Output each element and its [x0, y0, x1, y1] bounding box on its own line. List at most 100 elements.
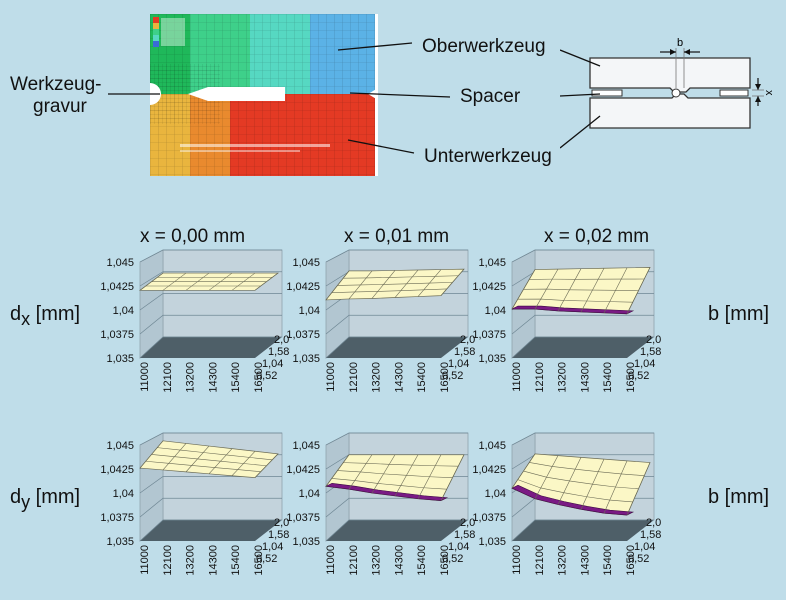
panel-gridline — [325, 519, 468, 542]
surface-mesh-line — [331, 478, 447, 490]
b-tick-label: 2,0 — [274, 517, 289, 529]
b-tick-label: 1,04 — [448, 541, 469, 553]
x-tick-label: 15400 — [416, 545, 428, 576]
x-tick-label: 15400 — [602, 545, 614, 576]
z-tick-label: 1,0425 — [472, 464, 506, 476]
x-tick-label: 13200 — [557, 545, 569, 576]
z-tick-label: 1,0375 — [472, 329, 506, 341]
row-label-dx-main: d — [10, 303, 22, 325]
schematic-dim-x: x — [763, 90, 775, 96]
label-unterwerkzeug: Unterwerkzeug — [424, 146, 552, 167]
panel-gridline — [139, 432, 282, 446]
x-tick-label: 16500 — [625, 362, 637, 393]
panel-floor — [512, 337, 654, 358]
leader-lines — [108, 42, 451, 154]
x-tick-label: 14300 — [579, 545, 591, 576]
z-tick-label: 1,035 — [106, 536, 134, 548]
axis-label-b-top: b [mm] — [708, 303, 770, 325]
b-tick-label: 1,04 — [262, 358, 283, 370]
x-tick-label: 11000 — [511, 362, 523, 392]
surface-panel-5: 1,045 1,0425 1,04 1,0375 1,035 11000 12100 1320… — [286, 432, 475, 576]
z-tick-label: 1,0425 — [286, 464, 320, 476]
surface-mesh-line — [331, 288, 447, 293]
x-tick-label: 13200 — [557, 362, 569, 393]
z-tick-label: 1,035 — [478, 353, 506, 365]
axis-label-b-bottom: b [mm] — [708, 486, 770, 508]
b-tick-label: 0,52 — [442, 370, 463, 382]
row-label-dx-sub: x — [21, 309, 31, 329]
panel-floor — [140, 337, 282, 358]
panel-gridline — [139, 293, 282, 311]
column-title-2: x = 0,01 mm — [344, 226, 450, 247]
surface-mesh-line — [337, 282, 453, 286]
row-label-dy-sub: y — [21, 492, 31, 512]
b-tick-label: 1,04 — [634, 358, 655, 370]
label-werkzeuggravur-line1: Werkzeug- — [10, 74, 102, 95]
z-tick-label: 1,045 — [292, 440, 320, 452]
z-tick-label: 1,0425 — [472, 281, 506, 293]
surface-mesh-line — [145, 460, 261, 472]
x-tick-label: 16500 — [625, 545, 637, 576]
surface-mesh-line — [157, 447, 273, 461]
panel-gridline — [139, 519, 282, 542]
surface-mesh-line — [517, 298, 633, 303]
label-werkzeuggravur: Werkzeug- gravur — [10, 74, 102, 118]
column-title-1: x = 0,00 mm — [140, 226, 246, 247]
label-oberwerkzeug: Oberwerkzeug — [422, 36, 546, 57]
z-tick-label: 1,035 — [478, 536, 506, 548]
surface-mesh-line — [151, 454, 267, 467]
x-tick-label: 12100 — [348, 362, 360, 393]
panel-gridline — [511, 519, 654, 542]
b-tick-label: 2,0 — [460, 334, 475, 346]
row-label-dx-unit: [mm] — [30, 303, 81, 325]
b-tick-label: 2,0 — [646, 334, 661, 346]
z-tick-label: 1,04 — [299, 305, 320, 317]
b-tick-label: 1,04 — [262, 541, 283, 553]
z-tick-label: 1,04 — [113, 305, 134, 317]
x-tick-label: 12100 — [534, 362, 546, 393]
x-tick-label: 13200 — [371, 362, 383, 393]
b-tick-label: 1,58 — [268, 346, 289, 358]
b-tick-label: 2,0 — [274, 334, 289, 346]
surface-panel-2: 1,045 1,0425 1,04 1,0375 1,035 11000 12100 1320… — [286, 249, 475, 393]
surface-panel-1: 1,045 1,0425 1,04 1,0375 1,035 11000 12100 1320… — [100, 249, 289, 393]
z-tick-label: 1,045 — [478, 257, 506, 269]
x-tick-label: 14300 — [207, 362, 219, 393]
panel-gridline — [511, 249, 654, 263]
panel-floor — [326, 337, 468, 358]
z-tick-label: 1,0425 — [100, 281, 134, 293]
x-tick-label: 11000 — [139, 362, 151, 392]
b-tick-label: 0,52 — [256, 370, 277, 382]
z-tick-label: 1,0425 — [286, 281, 320, 293]
x-tick-label: 14300 — [393, 545, 405, 576]
b-tick-label: 1,58 — [640, 529, 661, 541]
fem-simulation-image — [150, 14, 378, 176]
x-tick-label: 12100 — [348, 545, 360, 576]
surface-panel-3: 1,045 1,0425 1,04 1,0375 1,035 11000 12100 1320… — [472, 249, 661, 393]
surface-panel-6: 1,045 1,0425 1,04 1,0375 1,035 11000 12100 1320… — [472, 432, 661, 576]
z-tick-label: 1,0375 — [472, 512, 506, 524]
label-werkzeuggravur-line2: gravur — [33, 96, 87, 117]
x-tick-label: 15400 — [416, 362, 428, 393]
surface-mesh-line — [337, 470, 453, 479]
panel-gridline — [139, 497, 282, 518]
x-tick-label: 13200 — [185, 362, 197, 393]
x-tick-label: 14300 — [207, 545, 219, 576]
b-tick-label: 1,04 — [634, 541, 655, 553]
b-tick-label: 0,52 — [442, 553, 463, 565]
panel-gridline — [325, 314, 468, 335]
panel-gridline — [511, 336, 654, 359]
z-tick-label: 1,035 — [106, 353, 134, 365]
z-tick-label: 1,0375 — [286, 329, 320, 341]
x-tick-label: 11000 — [325, 545, 337, 575]
z-tick-label: 1,035 — [292, 536, 320, 548]
z-tick-label: 1,045 — [106, 257, 134, 269]
b-tick-label: 0,52 — [628, 553, 649, 565]
row-label-dy: dy [mm] — [10, 486, 80, 513]
panel-floor — [512, 520, 654, 541]
column-title-3: x = 0,02 mm — [544, 226, 650, 247]
panel-gridline — [139, 249, 282, 263]
panel-gridline — [325, 432, 468, 446]
b-tick-label: 2,0 — [646, 517, 661, 529]
